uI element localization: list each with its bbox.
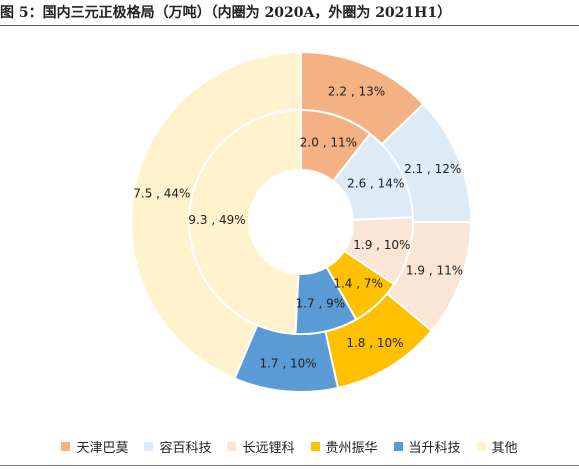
legend-item-easpring: 当升科技 <box>393 437 461 456</box>
outer-ring-2021h1 <box>130 50 473 393</box>
outer-label-tianjin-bamo: 2.2 , 13% <box>328 84 385 98</box>
legend-swatch <box>310 441 320 451</box>
inner-label-guizhou-zhenhua: 1.4 , 7% <box>333 277 383 291</box>
outer-label-others: 7.5 , 44% <box>133 187 190 201</box>
inner-label-changyuan: 1.9 , 10% <box>353 238 410 252</box>
legend-label: 当升科技 <box>408 440 461 456</box>
inner-label-others: 9.3 , 49% <box>188 213 245 227</box>
donut-chart: 2.0 , 11% 2.6 , 14% 1.9 , 10% 1.4 , 7% 1.7 ,… <box>130 50 473 393</box>
legend-item-ronbay: 容百科技 <box>144 437 211 456</box>
inner-slice-others <box>188 108 302 335</box>
legend-swatch <box>393 441 403 451</box>
inner-label-easpring: 1.7 , 9% <box>296 297 346 311</box>
legend-item-changyuan: 长远锂科 <box>227 437 295 456</box>
legend-swatch <box>476 441 486 451</box>
chart-legend: 天津巴莫 容百科技 长远锂科 贵州振华 当升科技 其他 <box>0 434 579 458</box>
legend-label: 其他 <box>491 440 518 456</box>
inner-label-ronbay: 2.6 , 14% <box>347 177 404 191</box>
slice-labels: 2.0 , 11% 2.6 , 14% 1.9 , 10% 1.4 , 7% 1.7 ,… <box>133 84 463 370</box>
legend-swatch <box>227 441 237 451</box>
legend-label: 长远锂科 <box>242 440 295 456</box>
inner-label-tianjin-bamo: 2.0 , 11% <box>300 136 357 150</box>
legend-swatch <box>61 441 71 451</box>
inner-ring-2020a <box>188 108 414 335</box>
outer-label-guizhou-zhenhua: 1.8 , 10% <box>346 336 403 350</box>
legend-label: 天津巴莫 <box>76 440 129 456</box>
legend-label: 容百科技 <box>159 440 212 456</box>
legend-item-others: 其他 <box>476 437 518 456</box>
legend-swatch <box>144 441 154 451</box>
title-divider <box>0 25 579 26</box>
chart-title: 图 5：国内三元正极格局（万吨）（内圈为 2020A，外圈为 2021H1） <box>0 5 452 21</box>
legend-label: 贵州振华 <box>325 440 378 456</box>
legend-item-tianjin-bamo: 天津巴莫 <box>61 437 128 456</box>
outer-label-ronbay: 2.1 , 12% <box>404 162 461 176</box>
legend-item-guizhou-zhenhua: 贵州振华 <box>310 437 378 456</box>
bottom-divider <box>0 465 579 466</box>
outer-label-changyuan: 1.9 , 11% <box>406 263 463 277</box>
outer-label-easpring: 1.7 , 10% <box>259 356 316 370</box>
